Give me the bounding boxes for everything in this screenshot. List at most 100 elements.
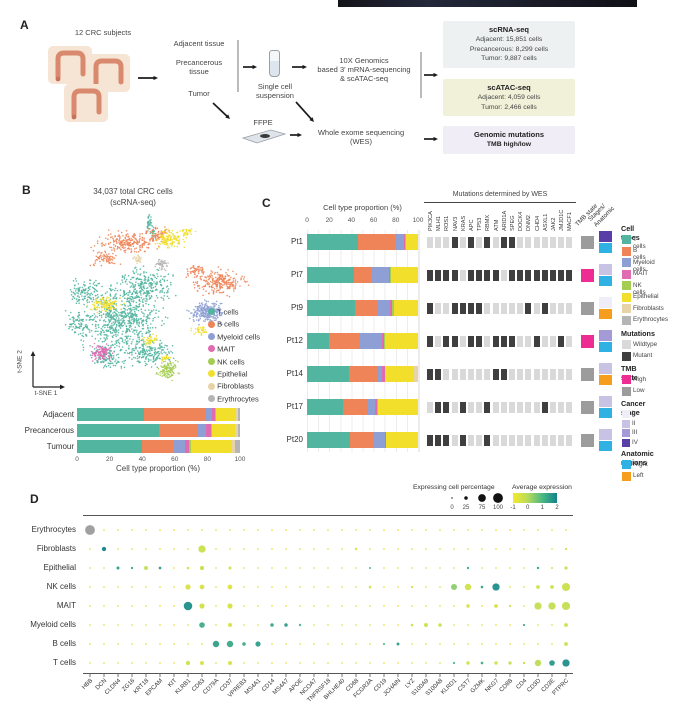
size-tick: 100: [492, 505, 503, 511]
mutation-cell: [476, 269, 483, 281]
box-line: TMB high/low: [486, 141, 532, 148]
bar-segment: [404, 234, 406, 250]
legend-item: T cells: [208, 303, 283, 316]
bar-segment: [307, 399, 343, 415]
legend-label: Right: [633, 460, 648, 468]
patient-bar: [307, 399, 418, 415]
bar-segment: [205, 424, 211, 437]
single-cell-label: Single cell suspension: [256, 82, 294, 100]
legend-section-title: Mutations: [621, 329, 655, 338]
patient-bar: [307, 333, 418, 349]
mutation-cell: [451, 302, 458, 314]
gene-label: NAV3: [452, 216, 459, 231]
legend-swatch: [622, 340, 631, 349]
mutation-cell: [468, 236, 474, 248]
tube-icon: [269, 50, 280, 77]
bar-row-label: Tumour: [46, 442, 74, 451]
bar-segment: [350, 432, 374, 448]
mutation-cell: [484, 368, 491, 380]
bar-segment: [382, 366, 385, 382]
box-line: Precancerous: 8,299 cells: [469, 45, 549, 53]
mutation-cell: [500, 302, 507, 314]
bar-segment: [368, 399, 375, 415]
patient-label: Pt14: [286, 369, 303, 378]
bar-segment: [342, 399, 369, 415]
bar-segment: [307, 300, 355, 316]
legend-label: Erythrocytes: [633, 316, 668, 323]
stage-cell: [599, 429, 612, 440]
gene-label: ASXL1: [542, 213, 549, 231]
mutation-cell: [509, 368, 515, 380]
bar-segment: [307, 267, 354, 283]
tmb-cell: [581, 268, 594, 282]
bars-b-xlabel: Cell type proportion (%): [115, 464, 201, 473]
panel-b-label: B: [22, 183, 31, 197]
legend-item: Myeloid cells: [208, 328, 283, 341]
bar-axis-tick: 100: [234, 456, 246, 463]
legend-swatch: [208, 357, 215, 365]
scrnaseq-box: scRNA-seq Adjacent: 15,851 cells Precance…: [443, 21, 575, 68]
bar-axis-tick: 0: [75, 456, 79, 463]
axis-tick: 40: [347, 217, 355, 224]
stage-cell: [599, 363, 612, 374]
region-cell: [599, 275, 612, 286]
scrnaseq-box-lines: Adjacent: 15,851 cells Precancerous: 8,29…: [445, 35, 573, 64]
mutation-cell: [566, 434, 573, 446]
mutation-cell: [517, 269, 524, 281]
legend-swatch: [622, 246, 631, 256]
mutation-cell: [541, 236, 548, 248]
bar-segment: [394, 234, 404, 250]
bar-segment: [376, 399, 379, 415]
mutation-cell: [459, 434, 466, 446]
bar-row-label: Adjacent: [42, 410, 74, 419]
bar-segment: [77, 424, 159, 437]
bar-axis-tick: 80: [203, 456, 211, 463]
colorbar-tick: 0: [525, 505, 530, 511]
mutation-cell: [451, 236, 458, 248]
mutation-cell: [484, 302, 491, 314]
mutation-cell: [525, 335, 532, 347]
legend-label: Low: [633, 387, 645, 394]
mutation-cell: [517, 302, 524, 314]
mutation-cell: [451, 368, 458, 380]
box-line: Tumor: 9,887 cells: [481, 55, 537, 62]
patient-bar: [307, 267, 418, 283]
bar-segment: [77, 408, 144, 421]
box-line: Adjacent: 15,851 cells: [475, 36, 543, 43]
dotplot-row-label: Epithelial: [43, 563, 76, 572]
mutation-cell: [492, 236, 499, 248]
mutation-cell: [533, 269, 540, 281]
mutation-cell: [558, 236, 565, 248]
legend-label: B cells: [215, 319, 240, 329]
colon-icon: [64, 84, 108, 122]
mutation-cell: [517, 335, 524, 347]
legend-label: Epithelial: [215, 369, 248, 379]
bar-segment: [173, 440, 185, 453]
legend-label: Erythrocytes: [215, 394, 259, 404]
colorbar-tick: 1: [540, 505, 544, 511]
bar-segment: [158, 424, 198, 437]
mutation-cell: [517, 368, 524, 380]
dot-size-legend-title: Expressing cell percentage: [413, 484, 495, 491]
gene-label: ARID1A: [501, 210, 508, 231]
legend-label: MAIT: [215, 344, 235, 354]
gene-label: CHD4: [534, 215, 541, 231]
bar-segment: [143, 408, 206, 421]
legend-label: B cells: [633, 247, 646, 261]
region-cell: [599, 374, 612, 385]
box-line: Tumor: 2,466 cells: [481, 103, 537, 111]
tsne-axes: [30, 351, 65, 390]
stacked-bar: [77, 424, 240, 437]
bar-segment: [307, 366, 350, 382]
tmb-cell: [581, 400, 594, 414]
axis-tick: 100: [412, 217, 424, 224]
expression-legend-title: Average expression: [512, 484, 572, 491]
bar-axis-tick: 20: [105, 456, 114, 463]
mutation-cell: [558, 368, 565, 380]
patient-label: Pt7: [290, 270, 303, 279]
gene-label: APC: [469, 219, 475, 231]
mutation-cell: [476, 368, 483, 380]
bar-segment: [307, 333, 330, 349]
legend-item: MAIT: [208, 340, 283, 354]
